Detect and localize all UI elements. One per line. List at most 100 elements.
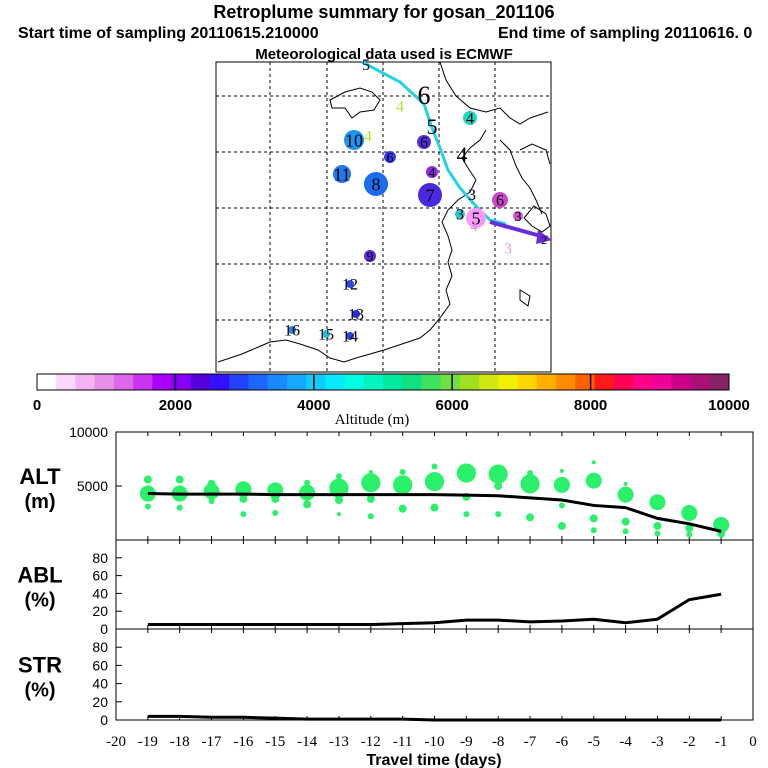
- x-tick-label: 0: [749, 734, 757, 750]
- panel-ytick-label: 20: [92, 694, 108, 710]
- plume-dot: [384, 151, 396, 163]
- panel-ytick-label: 40: [92, 585, 108, 601]
- colorbar-swatch: [690, 374, 711, 390]
- alt-dot: [208, 498, 215, 505]
- alt-dot: [336, 512, 341, 517]
- colorbar-swatch: [325, 374, 346, 390]
- colorbar-tick-label: 2000: [159, 397, 192, 414]
- alt-dot: [685, 524, 694, 533]
- colorbar-swatch: [632, 374, 653, 390]
- alt-dot: [299, 484, 316, 501]
- plume-label: 15: [318, 327, 334, 344]
- alt-dot: [144, 503, 151, 510]
- alt-dot: [589, 514, 598, 523]
- x-tick-label: -8: [492, 734, 505, 750]
- panel-frame: [115, 628, 754, 721]
- alt-dot: [240, 511, 247, 518]
- colorbar-swatch: [248, 374, 269, 390]
- map-coastline: [519, 289, 531, 307]
- plume-label: 5: [472, 208, 481, 228]
- plume-dot: [426, 166, 438, 178]
- plume-dot: [346, 332, 354, 340]
- end-time-label: End time of sampling 20110616. 0: [498, 25, 753, 42]
- x-tick-label: -7: [524, 734, 537, 750]
- x-tick-label: -9: [460, 734, 473, 750]
- track-label: 6: [418, 81, 431, 110]
- x-tick-label: -4: [619, 734, 632, 750]
- alt-dot: [393, 475, 413, 495]
- plume-label: 6: [420, 135, 428, 152]
- colorbar-swatch: [229, 374, 249, 390]
- colorbar-swatch: [344, 374, 365, 390]
- plume-dot: [492, 192, 508, 208]
- track-label: 5: [427, 114, 438, 139]
- x-tick-label: -12: [361, 734, 381, 750]
- alt-dot: [526, 513, 535, 522]
- colorbar-xlabel: Altitude (m): [335, 412, 410, 428]
- panel-ytick-label: 5000: [77, 478, 108, 494]
- plume-label: 4: [466, 111, 474, 128]
- x-tick-label: -19: [138, 734, 158, 750]
- plume-label: 7: [426, 185, 435, 205]
- plume-label: 3: [504, 241, 512, 258]
- x-tick-label: -3: [651, 734, 664, 750]
- x-axis-label: Travel time (days): [366, 752, 501, 768]
- x-tick-label: -15: [265, 734, 285, 750]
- plume-label: 11: [333, 164, 350, 184]
- colorbar-swatch: [594, 374, 615, 390]
- panel-ytick-label: 40: [92, 676, 108, 692]
- plume-label: 9: [367, 250, 374, 265]
- panel-ytick-label: 60: [92, 568, 108, 584]
- colorbar-swatch: [575, 374, 595, 390]
- colorbar-swatch: [267, 374, 288, 390]
- plume-label: 6: [387, 151, 394, 166]
- alt-dot: [424, 472, 445, 492]
- x-tick-label: -20: [106, 734, 126, 750]
- x-tick-label: -18: [170, 734, 190, 750]
- colorbar-swatch: [133, 374, 153, 390]
- alt-dot: [303, 500, 312, 509]
- colorbar-swatch: [75, 374, 96, 390]
- colorbar-tick-label: 4000: [297, 397, 330, 414]
- alt-dot: [621, 517, 630, 526]
- x-tick-label: -11: [393, 734, 412, 750]
- colorbar-tick-label: 8000: [574, 397, 607, 414]
- plume-dot: [466, 208, 486, 228]
- plume-label: 3: [515, 210, 522, 225]
- panel-ytick-label: 0: [100, 621, 108, 637]
- plume-dot: [364, 250, 376, 262]
- plume-label: 10: [345, 130, 363, 150]
- plume-label: 12: [342, 277, 358, 294]
- alt-dot: [334, 496, 343, 505]
- panel-ylabel-unit: (%): [24, 680, 55, 702]
- alt-dot: [304, 479, 311, 486]
- plume-label: 16: [284, 323, 300, 340]
- colorbar-swatch: [479, 374, 499, 390]
- alt-dot: [398, 504, 407, 513]
- colorbar-swatch: [709, 374, 730, 390]
- alt-dot: [622, 528, 629, 535]
- plume-label: 3: [456, 207, 464, 224]
- alt-dot: [329, 478, 349, 498]
- plume-track-arrowhead: [536, 230, 552, 244]
- panel-ytick-label: 80: [92, 639, 108, 655]
- panel-frame: [115, 539, 754, 630]
- colorbar-panel: 0 2000 4000 6000 8000 10000 Altitude (m): [33, 373, 750, 428]
- alt-dot: [367, 513, 374, 520]
- plume-dot: [346, 280, 354, 288]
- colorbar-swatch: [37, 374, 57, 390]
- colorbar-swatch: [286, 374, 307, 390]
- colorbar-swatch: [210, 374, 230, 390]
- plume-dot: [322, 330, 330, 338]
- alt-dot: [686, 531, 693, 538]
- x-tick-label: -16: [233, 734, 253, 750]
- colorbar-swatch: [363, 374, 384, 390]
- panel-ytick-label: 10000: [69, 424, 108, 440]
- alt-dot: [590, 527, 597, 534]
- alt-dot: [488, 464, 508, 484]
- plume-dot: [463, 111, 477, 125]
